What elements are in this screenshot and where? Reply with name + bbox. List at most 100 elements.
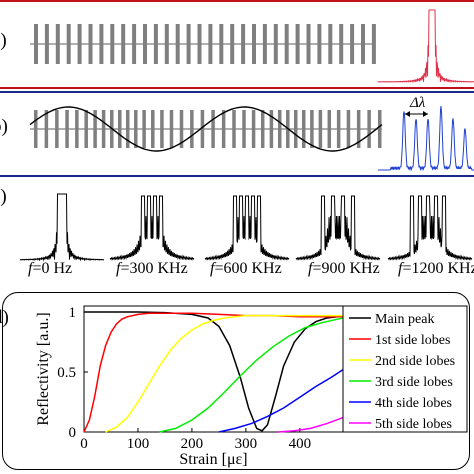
panel-a-figure bbox=[30, 9, 474, 84]
grating-line bbox=[295, 24, 300, 64]
grating-line bbox=[241, 24, 246, 64]
spectrum-3 bbox=[295, 195, 381, 261]
top-rule bbox=[0, 0, 474, 2]
grating-line bbox=[75, 110, 79, 148]
grating-line bbox=[175, 24, 180, 64]
grating-line bbox=[134, 110, 138, 148]
spectrum-2 bbox=[204, 195, 290, 261]
grating-line bbox=[328, 24, 333, 64]
panel-a: a) bbox=[0, 2, 474, 86]
grating-line bbox=[34, 24, 38, 64]
panel-c: c) f=0 Hz f=300 KHz f=600 KHz f=900 KHz … bbox=[0, 182, 474, 288]
grating-line bbox=[251, 110, 256, 148]
panel-c-label: c) bbox=[0, 186, 7, 207]
grating-line bbox=[34, 110, 38, 148]
grating-line bbox=[169, 110, 174, 148]
grating-line bbox=[262, 24, 267, 64]
grating-line bbox=[277, 110, 282, 148]
spectrum-label-4: f=1200 KHz bbox=[398, 260, 474, 277]
grating-line bbox=[208, 24, 213, 64]
panel-b: b) Δλ bbox=[0, 94, 474, 174]
grating-line bbox=[367, 110, 371, 148]
grating-line bbox=[179, 110, 184, 148]
grating-line bbox=[164, 24, 169, 64]
grating-line bbox=[232, 110, 236, 148]
grating-line bbox=[44, 110, 49, 148]
panel-b-figure: Δλ bbox=[29, 95, 474, 172]
spectra-group bbox=[19, 193, 473, 262]
grating-line bbox=[252, 24, 256, 64]
grating-line bbox=[339, 24, 344, 64]
grating-line bbox=[142, 110, 146, 148]
panel-a-label: a) bbox=[0, 30, 7, 51]
panel-c-figure bbox=[19, 193, 473, 262]
spectrum-label-1: f=300 KHz bbox=[116, 260, 188, 277]
grating-line bbox=[361, 24, 365, 64]
grating-line bbox=[153, 24, 158, 64]
grating-line bbox=[293, 110, 298, 148]
delta-arrow-right-head bbox=[423, 111, 428, 117]
grating-line bbox=[301, 110, 306, 148]
panel-d-label: d) bbox=[0, 307, 9, 328]
grating-line bbox=[99, 24, 104, 64]
grating-line bbox=[221, 110, 226, 148]
grating-line bbox=[371, 24, 376, 64]
uniform-grating bbox=[30, 24, 376, 64]
grating-line bbox=[284, 24, 289, 64]
grating-line bbox=[211, 110, 215, 148]
grating-line bbox=[317, 24, 322, 64]
grating-line bbox=[269, 110, 274, 148]
spectrum-label-0: f=0 Hz bbox=[28, 260, 73, 277]
delta-arrow-left-head bbox=[405, 111, 410, 117]
grating-line bbox=[110, 24, 115, 64]
panel-d: d) bbox=[0, 292, 470, 470]
spectrum-labels: f=0 Hz f=300 KHz f=600 KHz f=900 KHz f=1… bbox=[0, 260, 474, 284]
grating-line bbox=[66, 24, 71, 64]
spectrum-label-3: f=900 KHz bbox=[308, 260, 380, 277]
grating-line bbox=[197, 24, 202, 64]
acoustic-wave bbox=[29, 106, 383, 152]
grating-line bbox=[200, 110, 205, 148]
grating-line bbox=[93, 110, 97, 148]
grating-line bbox=[77, 24, 82, 64]
modulated-grating-spectrum bbox=[378, 106, 474, 172]
grating-line bbox=[55, 110, 59, 148]
rule-b-bottom bbox=[0, 175, 474, 177]
grating-line bbox=[101, 110, 106, 148]
grating-line bbox=[132, 24, 137, 64]
modulated-grating bbox=[30, 110, 382, 148]
grating-line bbox=[190, 110, 194, 148]
grating-line bbox=[44, 24, 49, 64]
grating-line bbox=[378, 110, 382, 148]
grating-line bbox=[350, 24, 355, 64]
grating-line bbox=[160, 110, 164, 148]
grating-line bbox=[346, 110, 351, 148]
rule-b-top bbox=[0, 91, 474, 93]
grating-line bbox=[121, 24, 126, 64]
uniform-grating-spectrum bbox=[377, 9, 474, 84]
spectrum-1 bbox=[109, 195, 195, 261]
grating-line bbox=[230, 24, 235, 64]
grating-line bbox=[336, 110, 341, 148]
grating-line bbox=[125, 110, 130, 148]
grating-line bbox=[356, 110, 361, 148]
grating-line bbox=[65, 110, 69, 148]
grating-line bbox=[219, 24, 224, 64]
grating-line bbox=[186, 24, 191, 64]
delta-lambda-label: Δλ bbox=[409, 95, 426, 111]
spectrum-0 bbox=[19, 193, 105, 262]
grating-line bbox=[88, 24, 93, 64]
grating-line bbox=[306, 24, 311, 64]
grating-line bbox=[242, 110, 246, 148]
grating-line bbox=[84, 110, 88, 148]
panel-b-label: b) bbox=[0, 116, 8, 137]
grating-line bbox=[327, 110, 332, 148]
grating-line bbox=[151, 110, 155, 148]
grating-line bbox=[318, 110, 323, 148]
rule-a-bottom bbox=[0, 87, 474, 89]
grating-line bbox=[55, 24, 60, 64]
spectrum-4 bbox=[387, 195, 473, 261]
grating-line bbox=[310, 110, 314, 148]
spectrum-label-2: f=600 KHz bbox=[210, 260, 282, 277]
grating-line bbox=[273, 24, 278, 64]
